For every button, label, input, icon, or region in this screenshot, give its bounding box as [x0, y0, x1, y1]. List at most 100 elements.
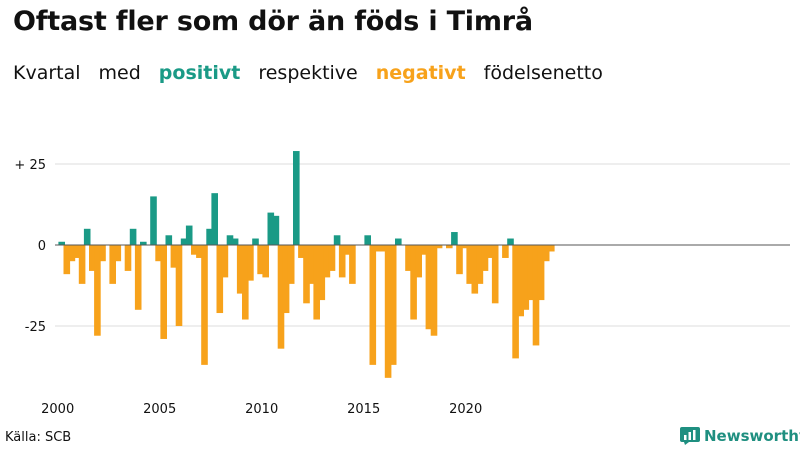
subtitle-part-1: Kvartal: [13, 62, 81, 84]
bar-50: [313, 245, 320, 320]
bar-35: [236, 245, 244, 294]
bar-20: [160, 245, 167, 339]
bar-96: [548, 245, 555, 252]
bar-52: [323, 245, 331, 278]
bar-51: [318, 245, 326, 301]
bar-22: [170, 245, 178, 268]
brand-name: Newsworthy: [704, 427, 800, 445]
bar-47: [298, 245, 305, 258]
bar-32: [221, 245, 229, 278]
subtitle-negative-word: negativt: [375, 62, 466, 84]
bar-31: [216, 245, 224, 314]
bar-45: [287, 245, 295, 284]
bar-64: [384, 245, 392, 378]
bar-61: [369, 245, 377, 365]
y-tick-label-0: + 25: [14, 158, 46, 173]
bar-74: [435, 245, 443, 249]
bar-83: [481, 245, 489, 271]
y-tick-label-1: 0: [38, 239, 46, 254]
bar-95: [542, 245, 550, 262]
bar-70: [415, 245, 422, 278]
bar-89: [512, 245, 519, 359]
bar-0: [58, 241, 65, 245]
bar-26: [191, 245, 198, 255]
bar-4: [78, 245, 86, 284]
bar-68: [405, 245, 412, 271]
x-tick-label-3: 2015: [347, 402, 380, 417]
bar-60: [364, 235, 371, 245]
subtitle-part-2: med: [98, 62, 141, 84]
bar-88: [507, 238, 514, 245]
bar-48: [303, 245, 310, 304]
bar-49: [308, 245, 315, 284]
bar-1: [63, 245, 71, 275]
bar-15: [134, 245, 142, 310]
bar-91: [522, 245, 530, 310]
bar-30: [211, 193, 218, 245]
bar-90: [517, 245, 524, 317]
bar-7: [94, 245, 101, 336]
chart-subtitle: Kvartal med positivt respektive negativt föde…: [13, 62, 621, 84]
bar-85: [491, 245, 499, 304]
source-note: Källa: SCB: [5, 430, 72, 445]
bar-92: [527, 245, 535, 301]
bar-66: [395, 238, 402, 245]
bar-81: [471, 245, 479, 294]
bar-77: [451, 232, 458, 245]
bar-63: [379, 245, 387, 252]
x-tick-label-0: 2000: [41, 402, 74, 417]
bar-62: [374, 245, 382, 252]
subtitle-part-4: födelsenetto: [483, 62, 603, 84]
bar-73: [430, 245, 438, 336]
bar-44: [282, 245, 290, 314]
bar-29: [206, 228, 213, 245]
bar-93: [532, 245, 540, 346]
bar-57: [349, 245, 356, 284]
bar-33: [226, 235, 234, 245]
bar-55: [338, 245, 346, 278]
bar-84: [486, 245, 494, 258]
x-tick-label-4: 2020: [449, 402, 482, 417]
bar-27: [196, 245, 203, 258]
bar-37: [247, 245, 254, 281]
bar-2: [68, 245, 76, 262]
bar-34: [231, 238, 239, 245]
bar-21: [165, 235, 173, 245]
bar-25: [185, 225, 193, 245]
bar-54: [333, 235, 341, 245]
bar-94: [537, 245, 545, 301]
bar-24: [180, 238, 188, 245]
bar-56: [344, 245, 351, 255]
y-tick-label-2: -25: [25, 320, 46, 335]
subtitle-positive-word: positivt: [158, 62, 241, 84]
bar-16: [140, 241, 147, 245]
bar-36: [242, 245, 249, 320]
x-axis-ticks: 2000 2005 2010 2015 2020: [41, 402, 482, 417]
bar-78: [456, 245, 463, 275]
bar-38: [252, 238, 259, 245]
bar-23: [175, 245, 183, 326]
bar-69: [410, 245, 417, 320]
bar-76: [446, 245, 453, 249]
bar-5: [83, 228, 91, 245]
bar-42: [272, 215, 280, 245]
bar-11: [114, 245, 122, 262]
bar-79: [461, 245, 468, 249]
subtitle-part-3: respektive: [258, 62, 358, 84]
y-axis-ticks: + 25 0 -25: [14, 158, 46, 335]
bar-80: [466, 245, 473, 284]
bar-19: [155, 245, 162, 262]
bar-82: [476, 245, 484, 284]
bar-chart-logo-icon: [680, 427, 700, 445]
chart-title: Oftast fler som dör än föds i Timrå: [13, 6, 533, 37]
bar-13: [124, 245, 132, 271]
bar-65: [389, 245, 397, 365]
bar-39: [257, 245, 264, 275]
newsworthy-logo: Newsworthy: [680, 427, 800, 445]
bar-3: [73, 245, 81, 258]
bar-53: [328, 245, 336, 271]
bar-72: [425, 245, 433, 330]
bar-28: [201, 245, 208, 365]
x-tick-label-1: 2005: [143, 402, 176, 417]
bar-18: [150, 196, 157, 245]
